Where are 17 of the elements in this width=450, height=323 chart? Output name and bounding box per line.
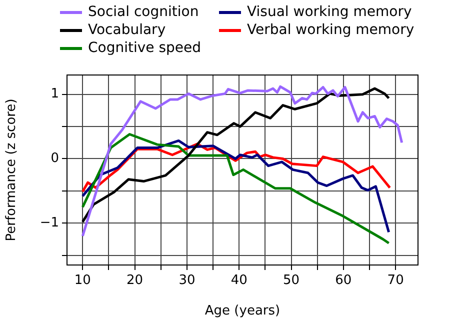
x-axis-title: Age (years)	[204, 304, 280, 319]
x-tick-label: 70	[387, 273, 404, 288]
x-tick-label: 50	[282, 273, 300, 288]
legend-label: Cognitive speed	[88, 40, 202, 56]
y-axis-title: Performance (z score)	[4, 98, 20, 242]
x-tick-label: 60	[335, 273, 352, 288]
x-tick-label: 30	[178, 273, 196, 288]
y-tick-label: 0	[50, 151, 59, 166]
legend-label: Social cognition	[88, 4, 199, 20]
legend-label: Visual working memory	[247, 4, 412, 20]
legend-label: Verbal working memory	[247, 22, 414, 38]
y-tick-label: 1	[50, 86, 59, 102]
x-tick-label: 40	[230, 273, 248, 288]
y-tick-label: −1	[40, 216, 59, 231]
x-tick-label: 20	[126, 273, 144, 288]
legend-label: Vocabulary	[88, 22, 166, 38]
x-tick-label: 10	[74, 273, 91, 288]
